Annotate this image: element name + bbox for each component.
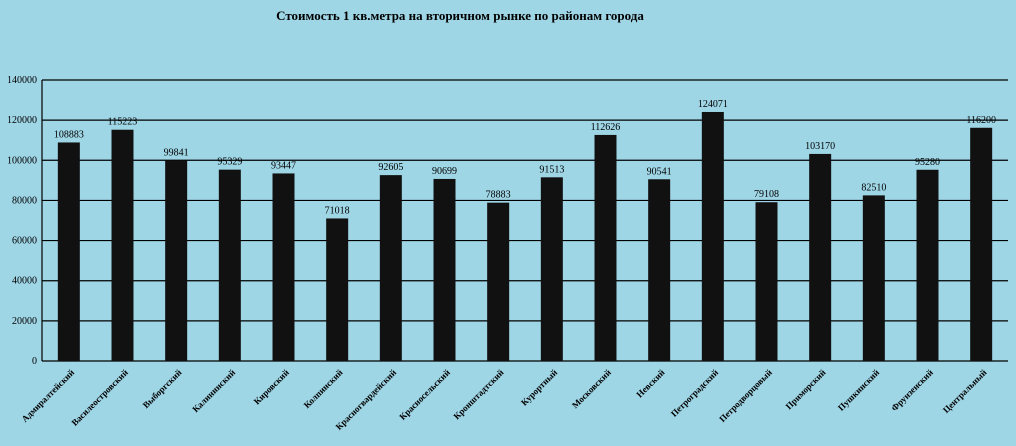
bar: [379, 175, 402, 361]
x-tick-label: Красногвардейский: [334, 367, 399, 432]
y-tick-label: 80000: [12, 195, 37, 206]
bar: [165, 160, 188, 361]
chart-title: Стоимость 1 кв.метра на вторичном рынке …: [276, 8, 644, 23]
data-label: 99841: [164, 148, 189, 159]
y-tick-label: 0: [32, 356, 37, 367]
y-tick-label: 40000: [12, 276, 37, 287]
y-tick-label: 120000: [7, 115, 37, 126]
x-tick-label: Петродворцовый: [717, 367, 774, 424]
x-tick-label: Невский: [634, 367, 666, 399]
data-label: 92605: [378, 162, 403, 173]
bar: [970, 127, 993, 362]
y-tick-label: 20000: [12, 316, 37, 327]
data-label: 108883: [54, 129, 84, 140]
bar: [111, 129, 134, 361]
data-label: 79108: [754, 189, 779, 200]
x-tick-label: Выборгский: [141, 367, 184, 410]
data-label: 93447: [271, 160, 296, 171]
data-label: 78883: [486, 190, 511, 201]
bar: [540, 177, 563, 361]
y-tick-label: 100000: [7, 155, 37, 166]
data-label: 124071: [698, 99, 728, 110]
x-tick-label: Курортный: [519, 367, 559, 407]
y-tick-label: 140000: [7, 75, 37, 86]
x-tick-label: Петроградский: [669, 367, 720, 418]
bar: [701, 111, 724, 362]
data-label: 90699: [432, 166, 457, 177]
data-label: 112626: [591, 122, 621, 133]
x-tick-label: Центральный: [941, 367, 989, 415]
data-label: 95280: [915, 157, 940, 168]
x-tick-label: Красносельский: [397, 367, 452, 422]
x-tick-label: Московский: [570, 367, 613, 410]
bar: [487, 202, 510, 361]
bar: [594, 134, 617, 361]
bar: [862, 195, 885, 361]
bar: [433, 178, 456, 361]
bar: [326, 218, 349, 361]
bar: [809, 153, 832, 361]
y-tick-label: 60000: [12, 236, 37, 247]
x-tick-label: Кировский: [252, 367, 291, 406]
bar: [916, 169, 939, 361]
data-label: 71018: [325, 205, 350, 216]
data-label: 91513: [539, 164, 564, 175]
x-tick-label: Колпинский: [302, 367, 345, 410]
data-label: 90541: [647, 166, 672, 177]
x-tick-label: Калининский: [190, 367, 237, 414]
data-label: 115223: [108, 117, 138, 128]
x-tick-label: Приморский: [784, 367, 828, 411]
data-label: 95329: [217, 157, 242, 168]
data-label: 116200: [966, 115, 996, 126]
x-tick-label: Фрунзенский: [889, 367, 935, 413]
x-tick-label: Василеостровский: [69, 367, 130, 428]
x-tick-label: Пушкинский: [836, 367, 881, 412]
bar: [648, 179, 671, 361]
data-label: 103170: [805, 141, 835, 152]
x-tick-label: Адмиралтейский: [20, 367, 77, 424]
bar: [272, 173, 295, 361]
data-label: 82510: [861, 182, 886, 193]
x-tick-label: Кронштадтский: [451, 367, 505, 421]
bar: [218, 169, 241, 361]
bar: [755, 202, 778, 361]
bar: [57, 142, 80, 361]
